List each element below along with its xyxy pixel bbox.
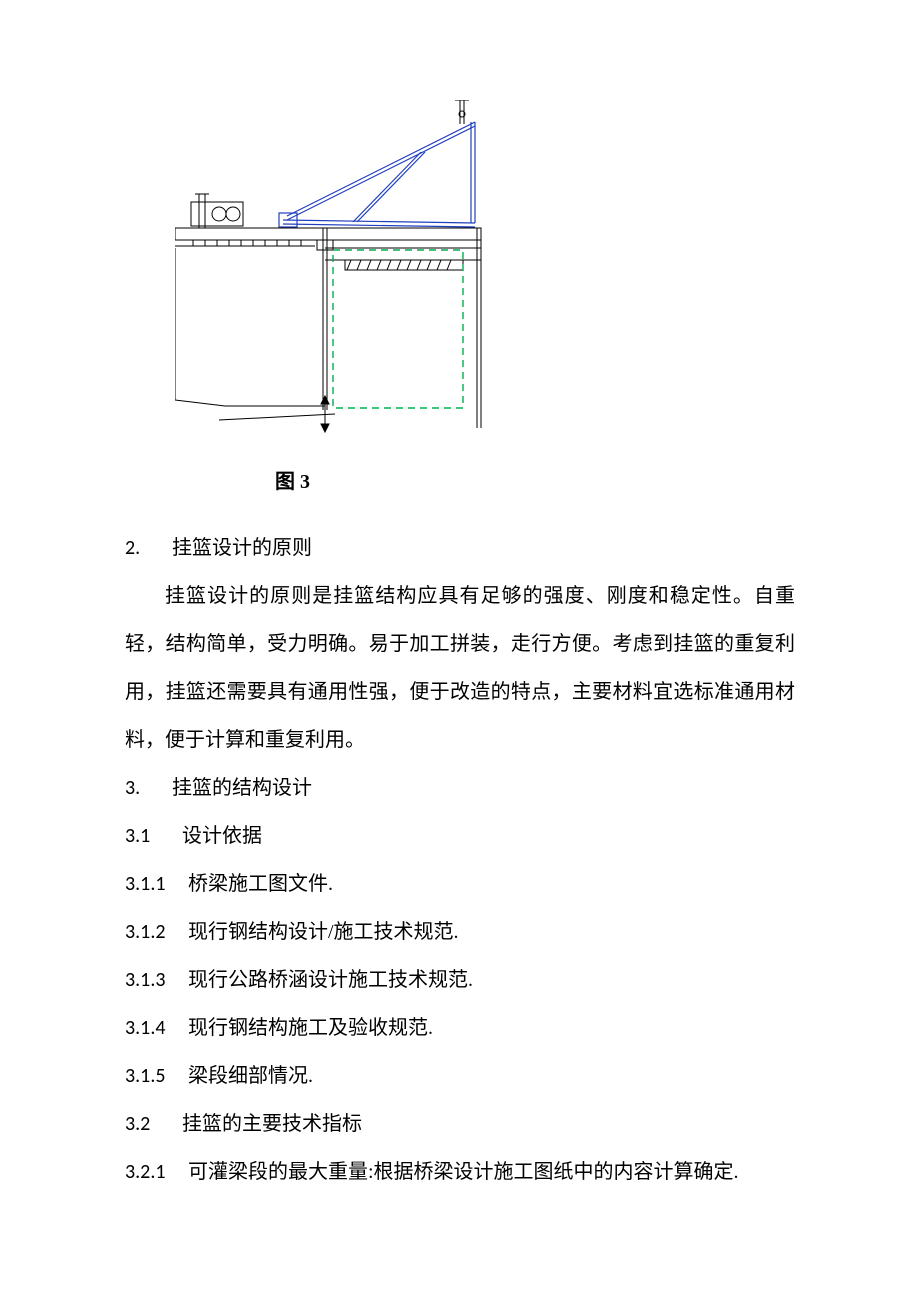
section-2-title: 挂篮设计的原则 [172,537,312,559]
item-3-1-4-num: 3.1.4 [125,1004,183,1052]
top-post [455,100,469,124]
item-3-1-2-num: 3.1.2 [125,908,183,956]
section-2-num: 2. [125,524,167,572]
item-3-1-4-text: 现行钢结构施工及验收规范. [188,1017,433,1039]
section-3-2-num: 3.2 [125,1100,177,1148]
anchor-block-left [191,194,243,228]
next-segment-dashed [333,250,463,408]
item-3-2-1-num: 3.2.1 [125,1148,183,1196]
item-3-1-5-num: 3.1.5 [125,1052,183,1100]
section-3-title: 挂篮的结构设计 [172,777,312,799]
section-3-1-title: 设计依据 [182,825,262,847]
truss-group [279,122,475,227]
item-3-1-1-text: 桥梁施工图文件. [188,873,333,895]
item-3-1-1-num: 3.1.1 [125,860,183,908]
item-3-2-1: 3.2.1 可灌梁段的最大重量:根据桥梁设计施工图纸中的内容计算确定. [125,1148,795,1196]
deck-ticks [193,240,301,246]
item-3-1-2: 3.1.2 现行钢结构设计/施工技术规范. [125,908,795,956]
section-3-2-title: 挂篮的主要技术指标 [182,1113,362,1135]
item-3-1-3-text: 现行公路桥涵设计施工技术规范. [188,969,473,991]
item-3-1-5-text: 梁段细部情况. [188,1065,313,1087]
section-3-num: 3. [125,764,167,812]
item-3-2-1-text: 可灌梁段的最大重量:根据桥梁设计施工图纸中的内容计算确定. [188,1161,739,1183]
section-3-heading: 3. 挂篮的结构设计 [125,764,795,812]
figure-3-caption: 图 3 [275,465,310,494]
section-3-1-heading: 3.1 设计依据 [125,812,795,860]
deck-beam [175,194,481,246]
figure-3: 图 3 [125,100,795,494]
item-3-1-5: 3.1.5 梁段细部情况. [125,1052,795,1100]
section-2-body: 挂篮设计的原则是挂篮结构应具有足够的强度、刚度和稳定性。自重轻，结构简单，受力明… [125,572,795,764]
figure-3-diagram [175,100,485,445]
item-3-1-3-num: 3.1.3 [125,956,183,1004]
section-2-heading: 2. 挂篮设计的原则 [125,524,795,572]
item-3-1-4: 3.1.4 现行钢结构施工及验收规范. [125,1004,795,1052]
segment-body [175,228,481,432]
section-3-1-num: 3.1 [125,812,177,860]
item-3-1-1: 3.1.1 桥梁施工图文件. [125,860,795,908]
item-3-1-3: 3.1.3 现行公路桥涵设计施工技术规范. [125,956,795,1004]
cradle-diagram-svg [175,100,485,440]
section-3-2-heading: 3.2 挂篮的主要技术指标 [125,1100,795,1148]
item-3-1-2-text: 现行钢结构设计/施工技术规范. [188,921,459,943]
